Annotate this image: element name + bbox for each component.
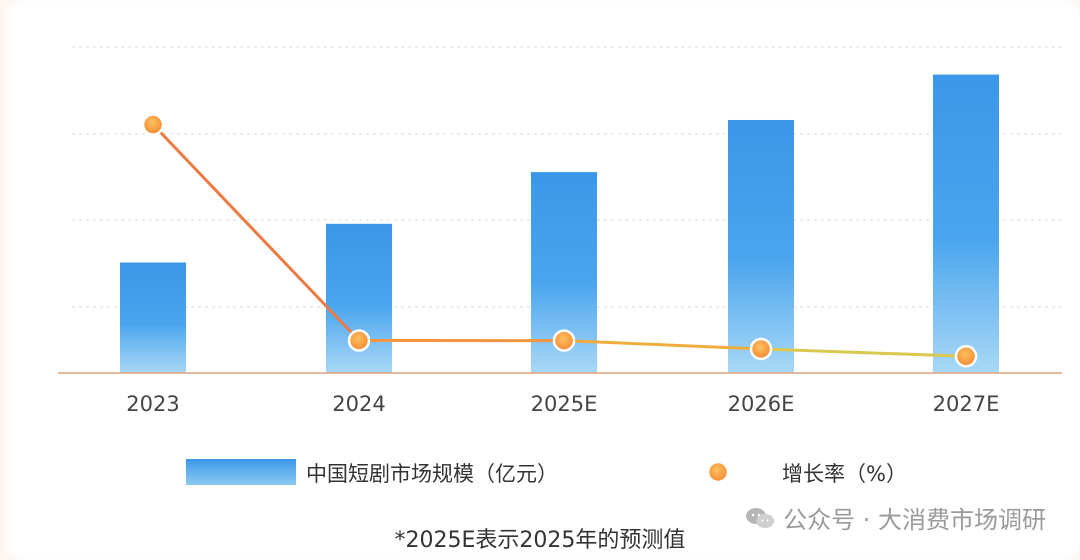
wechat-icon bbox=[746, 507, 775, 528]
growth-point-2024 bbox=[347, 329, 371, 352]
growth-line-segment bbox=[562, 339, 763, 351]
growth-point-2025E bbox=[552, 329, 576, 352]
legend-line-marker bbox=[706, 460, 730, 484]
x-tick-label: 2027E bbox=[933, 392, 1000, 416]
x-axis-ticks: 2023 2024 2025E 2026E 2027E bbox=[126, 392, 999, 416]
footnote: *2025E表示2025年的预测值 bbox=[394, 528, 686, 553]
legend-bar-label: 中国短剧市场规模（亿元） bbox=[306, 462, 558, 486]
legend-bar-swatch bbox=[186, 459, 296, 485]
watermark: 公众号 · 大消费市场调研 bbox=[745, 500, 1046, 535]
legend-line-label: 增长率（%） bbox=[782, 462, 907, 486]
growth-point-2026E bbox=[749, 337, 773, 361]
growth-line-segment bbox=[759, 347, 968, 358]
x-tick-label: 2026E bbox=[728, 392, 795, 416]
line-series bbox=[141, 113, 978, 368]
x-tick-label: 2025E bbox=[531, 392, 598, 416]
bar-2023 bbox=[120, 262, 186, 373]
growth-point-2027E bbox=[954, 345, 978, 368]
x-tick-label: 2024 bbox=[332, 392, 385, 416]
legend: 中国短剧市场规模（亿元） 增长率（%） bbox=[186, 459, 907, 486]
growth-line-segment bbox=[151, 123, 361, 342]
bar-series bbox=[120, 74, 999, 374]
bar-2026E bbox=[728, 119, 794, 374]
growth-point-2023 bbox=[141, 113, 165, 136]
watermark-text: 公众号 · 大消费市场调研 bbox=[783, 506, 1046, 534]
bar-2027E bbox=[933, 74, 999, 373]
x-tick-label: 2023 bbox=[126, 392, 179, 416]
